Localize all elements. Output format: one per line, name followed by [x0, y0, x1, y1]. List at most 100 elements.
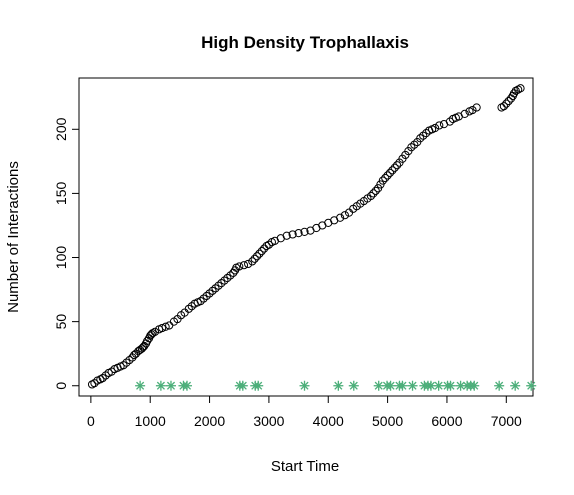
data-point	[472, 103, 481, 112]
data-point	[369, 189, 378, 198]
data-point	[252, 252, 262, 261]
asterisk-point	[182, 380, 193, 391]
y-tick-label: 150	[53, 182, 69, 206]
x-tick-label: 4000	[313, 413, 344, 429]
x-tick-label: 1000	[135, 413, 166, 429]
x-tick-label: 2000	[194, 413, 225, 429]
data-point	[101, 371, 110, 380]
data-point	[300, 227, 309, 236]
data-point	[214, 281, 223, 290]
data-point	[239, 261, 249, 270]
asterisk-point	[510, 380, 521, 391]
data-point	[383, 171, 392, 180]
data-point	[199, 294, 208, 303]
x-tick-label: 5000	[372, 413, 403, 429]
interaction-points	[87, 84, 525, 389]
data-point	[257, 247, 266, 256]
data-point	[294, 229, 303, 238]
data-point	[468, 105, 477, 115]
data-series-layer	[87, 84, 537, 391]
asterisk-point	[155, 380, 166, 391]
asterisk-point	[433, 380, 444, 391]
data-point	[90, 379, 99, 388]
data-point	[211, 284, 220, 293]
asterisk-point	[253, 380, 264, 391]
asterisk-point	[469, 380, 480, 391]
data-point	[392, 161, 402, 170]
y-tick-label: 50	[53, 314, 69, 330]
data-point	[220, 276, 229, 285]
asterisk-point	[135, 380, 146, 391]
data-point	[340, 211, 349, 220]
event-markers	[135, 380, 537, 391]
data-point	[217, 279, 226, 288]
data-point	[196, 297, 205, 306]
data-point	[122, 358, 131, 367]
data-point	[98, 373, 107, 383]
data-point	[244, 259, 253, 269]
data-point	[161, 322, 170, 331]
data-point	[223, 273, 232, 283]
data-point	[445, 117, 455, 126]
data-point	[235, 262, 244, 271]
asterisk-point	[526, 380, 537, 391]
asterisk-point	[299, 380, 310, 391]
data-point	[344, 208, 354, 217]
data-point	[416, 134, 425, 143]
asterisk-point	[455, 380, 466, 391]
data-point	[460, 109, 469, 119]
x-axis: 0 1000 2000 3000 4000 5000 6000 7000	[87, 395, 522, 429]
y-tick-label: 100	[53, 246, 69, 270]
x-tick-label: 0	[87, 413, 95, 429]
data-point	[378, 176, 387, 185]
data-point	[119, 361, 128, 370]
data-point	[430, 123, 440, 133]
x-tick-label: 7000	[491, 413, 522, 429]
data-point	[371, 186, 380, 195]
data-point	[381, 173, 390, 183]
data-point	[157, 323, 167, 333]
data-point	[385, 168, 395, 177]
data-point	[150, 327, 160, 336]
asterisk-point	[407, 380, 418, 391]
data-point	[407, 143, 416, 152]
data-point	[184, 304, 193, 313]
data-point	[248, 257, 257, 266]
data-point	[205, 289, 214, 298]
asterisk-point	[397, 380, 408, 391]
data-point	[202, 291, 211, 301]
data-point	[410, 140, 419, 149]
data-point	[226, 271, 235, 280]
data-point	[125, 355, 134, 365]
x-tick-label: 3000	[253, 413, 284, 429]
data-point	[422, 129, 431, 138]
y-axis-label: Number of Interactions	[5, 161, 22, 313]
asterisk-point	[237, 380, 248, 391]
asterisk-point	[385, 380, 396, 391]
y-tick-label: 200	[53, 117, 69, 141]
data-point	[435, 121, 444, 130]
data-point	[137, 344, 147, 353]
data-point	[499, 102, 509, 111]
data-point	[288, 230, 297, 239]
asterisk-point	[494, 380, 505, 391]
x-tick-label: 6000	[431, 413, 462, 429]
data-point	[282, 231, 291, 240]
data-point	[208, 286, 217, 295]
data-point	[366, 191, 376, 201]
asterisk-point	[165, 380, 176, 391]
data-point	[504, 96, 513, 106]
data-point	[250, 254, 259, 263]
data-point	[107, 367, 116, 376]
data-point	[336, 213, 345, 222]
data-point	[516, 84, 525, 93]
asterisk-point	[425, 380, 436, 391]
asterisk-point	[445, 380, 456, 391]
y-axis: 0 50 100 150 200	[53, 117, 80, 390]
data-point	[390, 163, 399, 172]
data-point	[388, 166, 397, 175]
data-point	[419, 131, 428, 140]
x-axis-label: Start Time	[271, 458, 339, 475]
y-tick-label: 0	[53, 382, 69, 390]
